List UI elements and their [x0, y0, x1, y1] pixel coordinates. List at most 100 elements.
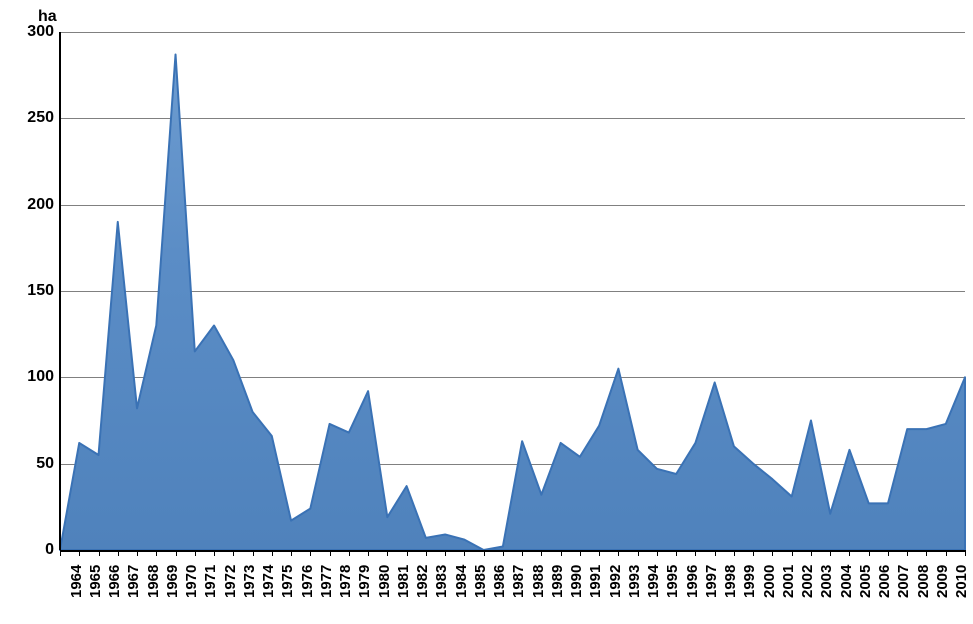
chart-container: ha 050100150200250300 196419651966196719…	[0, 0, 973, 624]
x-tick	[291, 550, 292, 556]
x-tick-label: 1988	[530, 565, 547, 598]
x-tick	[445, 550, 446, 556]
y-tick-label: 150	[27, 282, 54, 300]
x-tick	[676, 550, 677, 556]
x-tick	[849, 550, 850, 556]
x-tick-label: 1969	[164, 565, 181, 598]
x-tick-label: 2001	[780, 565, 797, 598]
x-tick	[522, 550, 523, 556]
x-tick	[830, 550, 831, 556]
x-tick	[426, 550, 427, 556]
x-tick	[965, 550, 966, 556]
x-tick-label: 1975	[279, 565, 296, 598]
y-tick-label: 50	[36, 455, 54, 473]
x-tick	[233, 550, 234, 556]
y-axis-line	[59, 32, 61, 550]
x-tick-label: 2007	[895, 565, 912, 598]
x-tick-label: 2002	[799, 565, 816, 598]
x-tick	[618, 550, 619, 556]
x-tick-label: 1972	[222, 565, 239, 598]
x-tick	[946, 550, 947, 556]
x-tick-label: 1980	[376, 565, 393, 598]
x-tick-label: 1976	[299, 565, 316, 598]
x-tick-label: 2010	[953, 565, 970, 598]
plot-area	[60, 32, 965, 550]
x-tick	[387, 550, 388, 556]
x-tick-label: 1964	[68, 565, 85, 598]
x-tick-label: 1990	[568, 565, 585, 598]
y-tick-label: 200	[27, 196, 54, 214]
x-tick	[772, 550, 773, 556]
x-tick	[60, 550, 61, 556]
x-tick-label: 1977	[318, 565, 335, 598]
x-tick	[368, 550, 369, 556]
x-tick	[907, 550, 908, 556]
x-tick-label: 1965	[87, 565, 104, 598]
x-tick-label: 1996	[684, 565, 701, 598]
x-tick	[695, 550, 696, 556]
y-tick-label: 250	[27, 109, 54, 127]
x-tick-label: 1979	[356, 565, 373, 598]
y-tick-label: 0	[45, 541, 54, 559]
x-tick-label: 1974	[260, 565, 277, 598]
x-tick-label: 1989	[549, 565, 566, 598]
x-tick	[580, 550, 581, 556]
area-series	[60, 54, 965, 550]
x-tick	[484, 550, 485, 556]
x-tick-label: 1987	[510, 565, 527, 598]
x-tick	[599, 550, 600, 556]
x-tick	[214, 550, 215, 556]
x-tick	[118, 550, 119, 556]
x-tick	[464, 550, 465, 556]
x-tick-label: 1992	[607, 565, 624, 598]
x-tick-label: 1999	[741, 565, 758, 598]
x-tick	[195, 550, 196, 556]
x-tick-label: 2004	[838, 565, 855, 598]
x-tick-label: 1966	[106, 565, 123, 598]
x-tick	[811, 550, 812, 556]
x-tick	[888, 550, 889, 556]
x-tick-label: 1998	[722, 565, 739, 598]
x-tick-label: 1994	[645, 565, 662, 598]
x-tick-label: 1968	[145, 565, 162, 598]
x-tick	[176, 550, 177, 556]
y-tick-label: 100	[27, 368, 54, 386]
x-tick	[792, 550, 793, 556]
x-tick-label: 1984	[453, 565, 470, 598]
x-tick-label: 1995	[664, 565, 681, 598]
x-tick	[407, 550, 408, 556]
x-tick-label: 2005	[857, 565, 874, 598]
x-tick	[734, 550, 735, 556]
x-tick-label: 1967	[125, 565, 142, 598]
x-tick-label: 2000	[761, 565, 778, 598]
x-tick	[79, 550, 80, 556]
x-tick	[349, 550, 350, 556]
x-tick-label: 1991	[587, 565, 604, 598]
x-tick	[503, 550, 504, 556]
x-tick-label: 2003	[818, 565, 835, 598]
x-tick	[541, 550, 542, 556]
x-tick	[330, 550, 331, 556]
x-tick-label: 1978	[337, 565, 354, 598]
x-tick	[137, 550, 138, 556]
x-tick	[99, 550, 100, 556]
x-tick	[272, 550, 273, 556]
x-tick-label: 1971	[202, 565, 219, 598]
x-tick	[869, 550, 870, 556]
x-tick-label: 1981	[395, 565, 412, 598]
x-tick	[253, 550, 254, 556]
x-tick-label: 1982	[414, 565, 431, 598]
area-chart-svg	[60, 32, 965, 550]
x-tick-label: 1997	[703, 565, 720, 598]
x-tick-label: 1983	[433, 565, 450, 598]
x-tick	[753, 550, 754, 556]
x-tick	[310, 550, 311, 556]
x-tick	[638, 550, 639, 556]
x-tick-label: 1986	[491, 565, 508, 598]
x-tick-label: 1985	[472, 565, 489, 598]
y-tick-label: 300	[27, 23, 54, 41]
x-tick-label: 1993	[626, 565, 643, 598]
x-tick-label: 2006	[876, 565, 893, 598]
x-tick-label: 1973	[241, 565, 258, 598]
x-tick-label: 2009	[934, 565, 951, 598]
